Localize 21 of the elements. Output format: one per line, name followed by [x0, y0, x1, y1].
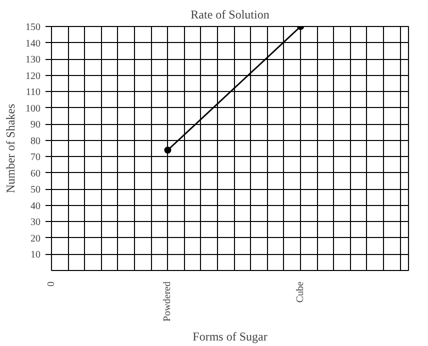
x-tick-label: Cube: [295, 280, 306, 303]
y-tick-label: 30: [30, 217, 40, 228]
chart-title: Rate of Solution: [190, 8, 270, 22]
y-tick-label: 70: [30, 152, 40, 164]
y-tick-label: 150: [26, 22, 40, 33]
y-tick-label: 110: [26, 87, 41, 98]
y-tick-label: 100: [26, 103, 40, 114]
y-tick-label: 90: [30, 120, 40, 131]
y-axis-title: Number of Shakes: [4, 104, 18, 194]
y-tick-label: 40: [30, 200, 40, 212]
y-tick-label: 140: [26, 38, 40, 50]
y-tick-label: 60: [30, 168, 40, 180]
y-tick-label: 80: [30, 136, 40, 147]
x-axis-title: Forms of Sugar: [192, 329, 268, 344]
y-tick-label: 10: [30, 250, 40, 261]
y-tick-label: 20: [30, 233, 40, 244]
y-tick-label: 120: [26, 70, 40, 82]
x-tick-label: 0: [46, 282, 57, 286]
y-tick-label: 130: [26, 54, 40, 66]
y-tick-label: 50: [30, 184, 40, 196]
x-tick-label: Powdered: [162, 281, 174, 322]
